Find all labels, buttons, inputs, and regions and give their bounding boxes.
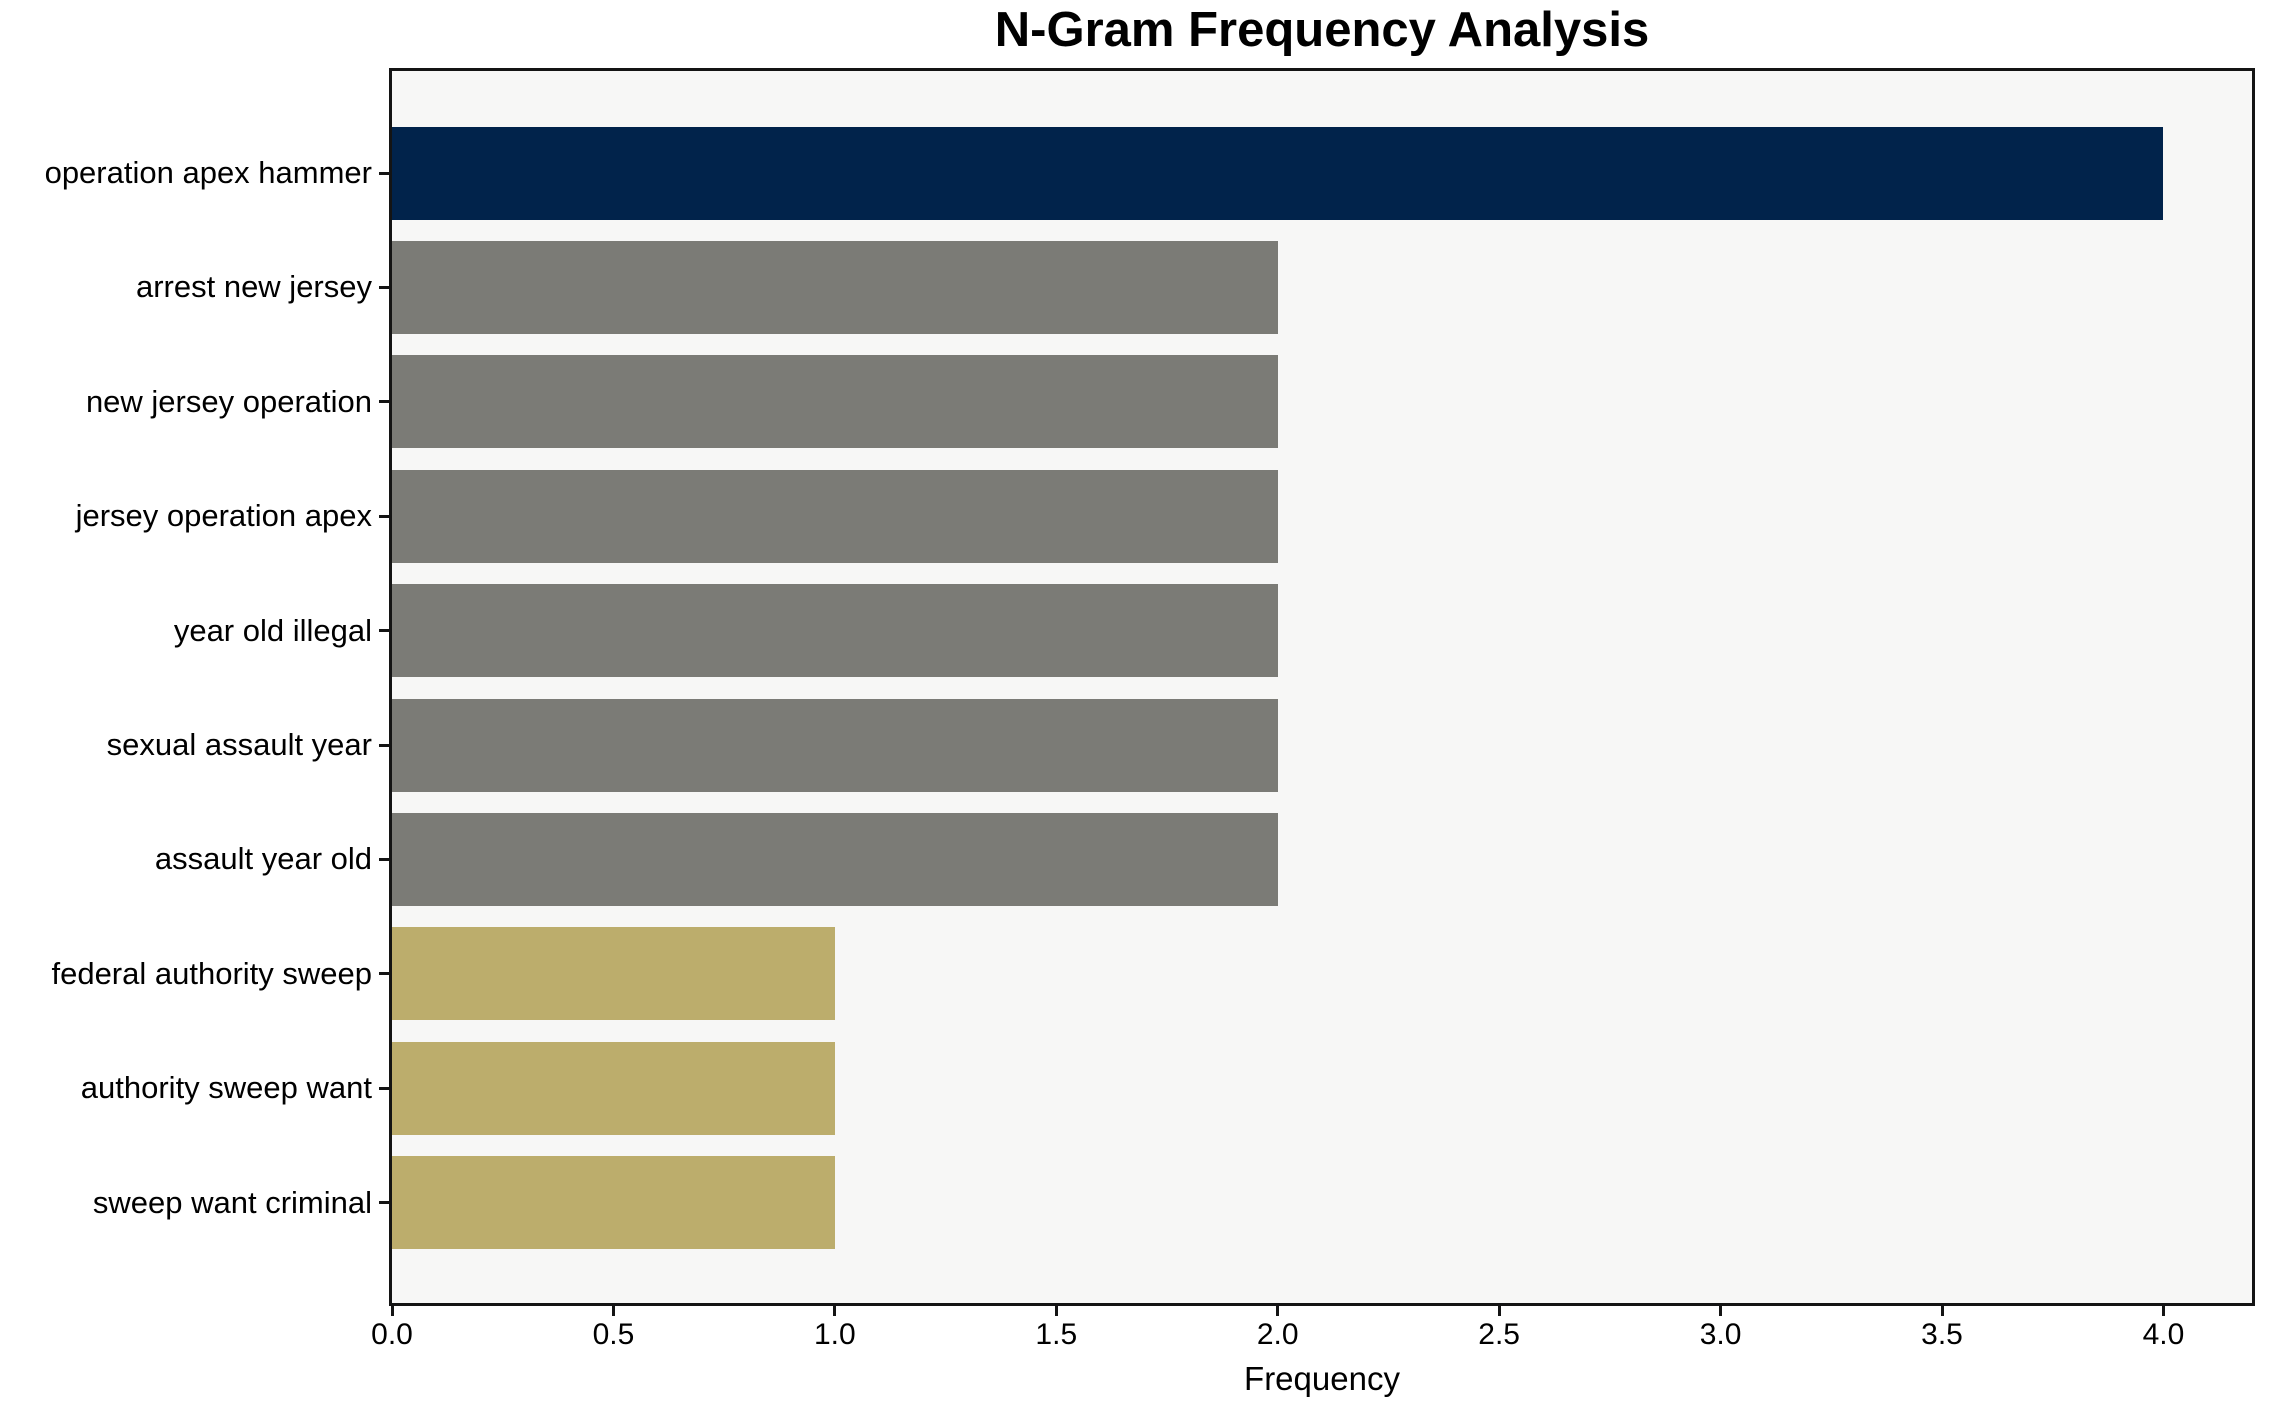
x-tick-label: 0.5: [592, 1318, 635, 1351]
y-tick-mark: [379, 972, 392, 976]
plot-area: [389, 68, 2255, 1306]
y-tick-label: federal authority sweep: [51, 955, 372, 991]
x-tick-label: 1.5: [1035, 1318, 1078, 1351]
x-tick-label: 4.0: [2142, 1318, 2185, 1351]
bar-assault-year-old: [392, 812, 1278, 906]
bar-year-old-illegal: [392, 584, 1278, 678]
y-tick-label: sweep want criminal: [92, 1184, 372, 1220]
y-tick-label: sexual assault year: [106, 727, 372, 762]
x-tick-label: 0.0: [371, 1318, 413, 1351]
x-tick-mark: [1497, 1303, 1501, 1316]
bar-authority-sweep-want: [392, 1041, 835, 1135]
y-tick-label: authority sweep want: [80, 1070, 372, 1106]
x-tick-label: 3.0: [1699, 1318, 1742, 1351]
y-tick-mark: [379, 743, 392, 747]
bar-sexual-assault-year: [392, 698, 1278, 792]
chart-title: N-Gram Frequency Analysis: [994, 3, 1650, 57]
x-axis-label: Frequency: [1244, 1360, 1400, 1397]
bar-jersey-operation-apex: [392, 469, 1278, 563]
y-tick-mark: [379, 285, 392, 289]
y-tick-label: operation apex hammer: [44, 155, 372, 190]
bar-operation-apex-hammer: [392, 126, 2163, 220]
bar-sweep-want-criminal: [392, 1156, 835, 1250]
x-tick-mark: [833, 1303, 837, 1316]
x-tick-mark: [2161, 1303, 2165, 1316]
bar-new-jersey-operation: [392, 355, 1278, 449]
y-tick-mark: [379, 857, 392, 861]
y-tick-mark: [379, 400, 392, 404]
x-tick-label: 2.5: [1478, 1318, 1520, 1351]
y-tick-mark: [379, 171, 392, 175]
x-tick-mark: [1940, 1303, 1944, 1316]
y-tick-label: arrest new jersey: [135, 269, 372, 305]
y-tick-label: new jersey operation: [85, 383, 372, 419]
x-tick-label: 3.5: [1921, 1318, 1963, 1351]
bar-arrest-new-jersey: [392, 240, 1278, 334]
y-tick-label: jersey operation apex: [75, 498, 372, 534]
bar-federal-authority-sweep: [392, 927, 835, 1021]
x-tick-mark: [1054, 1303, 1058, 1316]
x-tick-mark: [611, 1303, 615, 1316]
x-tick-label: 2.0: [1256, 1318, 1299, 1351]
y-tick-mark: [379, 1201, 392, 1205]
x-tick-mark: [1719, 1303, 1723, 1316]
y-tick-label: year old illegal: [173, 612, 372, 648]
y-tick-mark: [379, 629, 392, 633]
x-tick-mark: [390, 1303, 394, 1316]
y-tick-mark: [379, 1086, 392, 1090]
y-tick-mark: [379, 514, 392, 518]
y-tick-label: assault year old: [154, 841, 372, 877]
x-tick-label: 1.0: [813, 1318, 856, 1351]
x-tick-mark: [1276, 1303, 1280, 1316]
